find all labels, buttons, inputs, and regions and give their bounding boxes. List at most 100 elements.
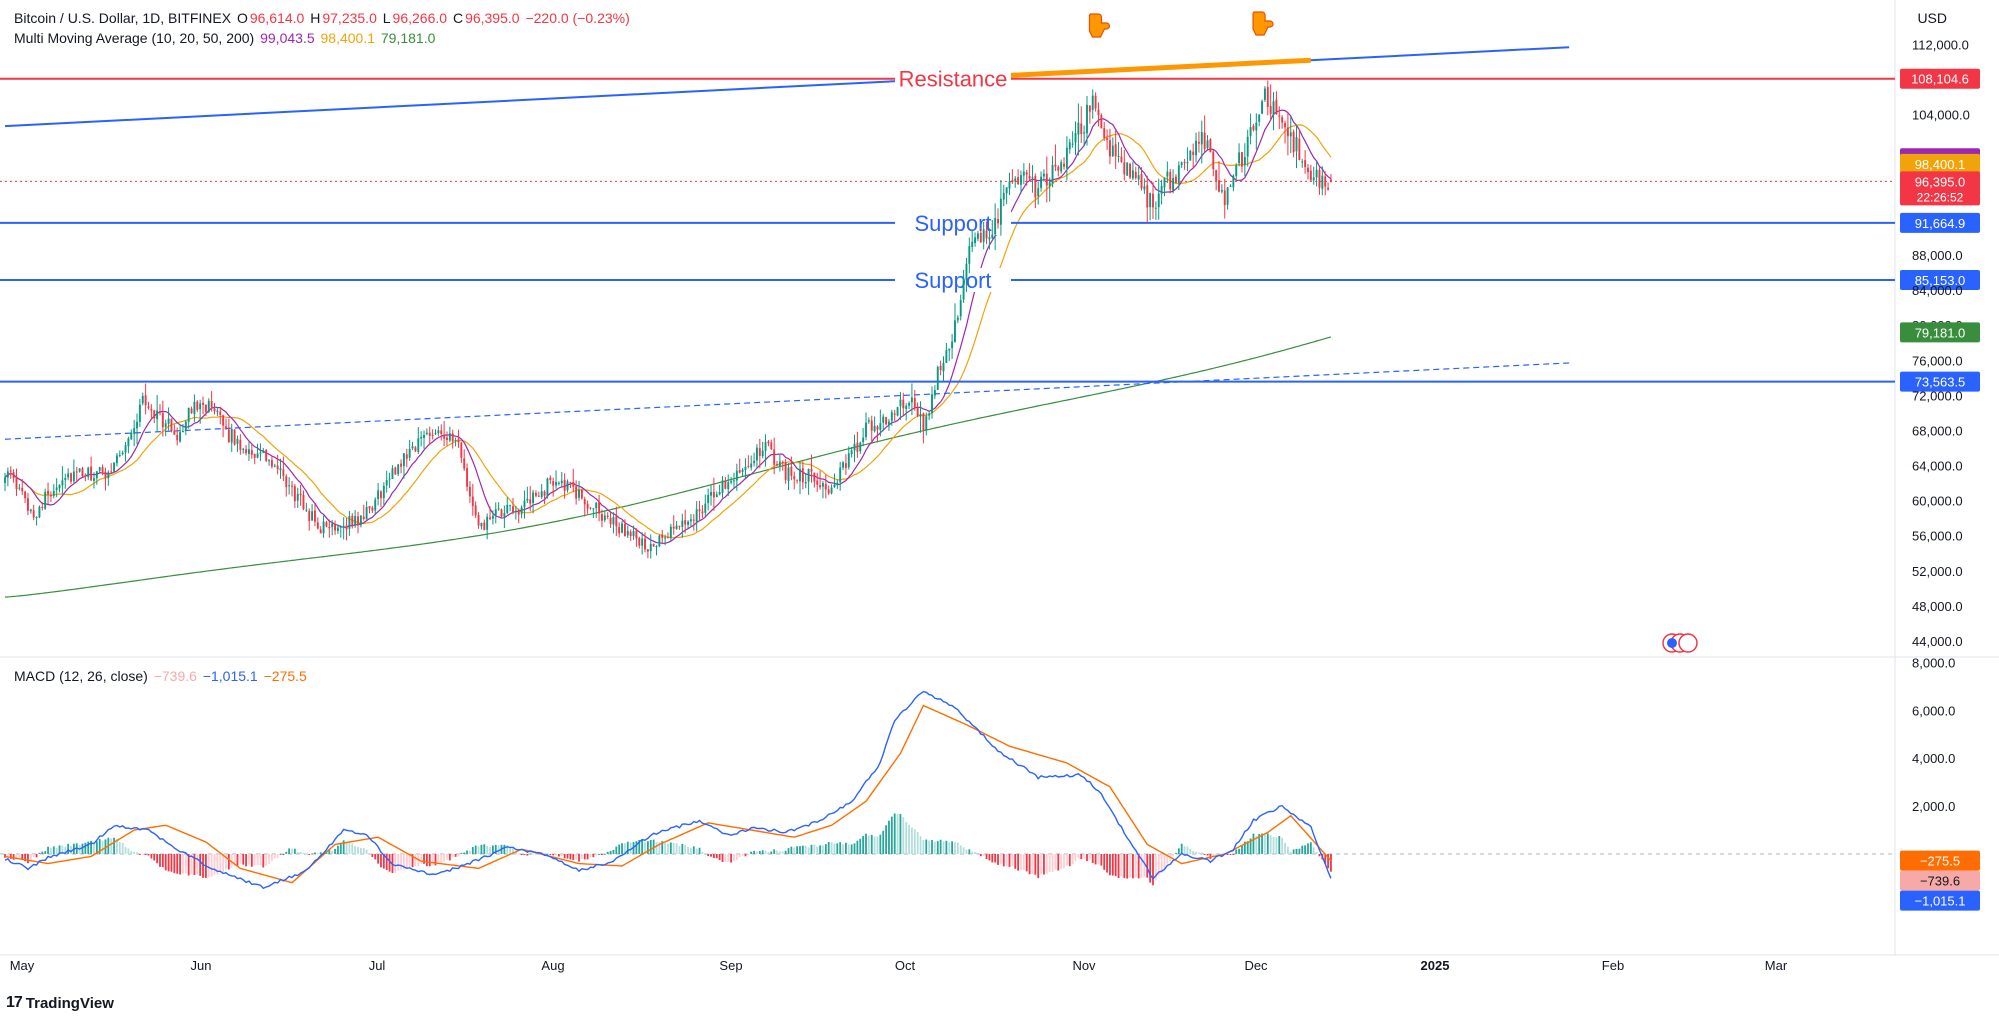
candle-body [1120, 156, 1123, 162]
macd-hist-bar [529, 853, 532, 855]
candle-body [431, 434, 434, 436]
macd-hist-bar [1017, 853, 1020, 871]
candle-body [1002, 193, 1005, 200]
macd-hist-bar [67, 843, 70, 854]
macd-hist-bar [787, 848, 790, 854]
candle-body [712, 491, 715, 498]
candle-body [41, 506, 44, 508]
macd-hist-bar [368, 853, 371, 855]
candle-body [236, 438, 239, 444]
macd-hist-bar [385, 853, 388, 871]
currency-label[interactable]: USD [1917, 10, 1947, 26]
macd-hist-bar [248, 853, 250, 865]
candle-body [1238, 152, 1241, 164]
candle-body [181, 431, 184, 433]
macd-hist-bar [104, 839, 107, 854]
price-axis-tick: 68,000.0 [1912, 423, 1963, 438]
price-tag-2: 96,395.0 [1915, 174, 1966, 189]
candle-body [107, 472, 110, 479]
open-value: 96,614.0 [249, 10, 305, 26]
macd-hist-bar [400, 853, 402, 870]
macd-hist-bar [824, 844, 827, 854]
macd-hist-bar [624, 843, 626, 854]
ma10-value: 99,043.5 [260, 30, 315, 46]
macd-hist-bar [1252, 833, 1255, 854]
macd-hist-bar [819, 845, 821, 854]
macd-hist-bar [575, 853, 578, 860]
candle-body [807, 468, 810, 482]
macd-hist-bar [1011, 853, 1014, 866]
candle-body [974, 237, 977, 244]
candle-body [546, 478, 549, 496]
ma-legend: Multi Moving Average (10, 20, 50, 200) 9… [14, 30, 437, 46]
macd-hist-bar [173, 853, 176, 874]
macd-hist-bar [365, 849, 368, 854]
candle-body [959, 300, 962, 317]
candle-body [902, 399, 905, 409]
price-tag-bg-2 [1900, 171, 1980, 206]
macd-hist-bar [612, 849, 615, 854]
candle-body [991, 234, 994, 239]
macd-hist-bar [578, 853, 580, 862]
macd-hist-bar [302, 853, 305, 855]
candle-body [81, 468, 84, 477]
candle-body [159, 411, 161, 413]
macd-hist-bar [1045, 853, 1048, 875]
macd-hist-bar [279, 853, 282, 855]
candle-body [1109, 140, 1111, 157]
candle-body [1131, 170, 1134, 179]
candle-body [316, 522, 319, 529]
macd-hist-bar [747, 853, 750, 855]
macd-hist-bar [761, 850, 764, 854]
candle-body [176, 434, 179, 441]
macd-hist-bar [1034, 853, 1037, 875]
candle-body [776, 463, 778, 466]
price-axis-tick: 104,000.0 [1912, 108, 1970, 123]
candle-body [652, 543, 655, 547]
candle-body [1269, 105, 1272, 114]
macd-hist-bar [1307, 843, 1309, 854]
candle-body [385, 480, 388, 486]
candle-body [179, 432, 182, 442]
candle-body [1307, 167, 1309, 173]
macd-hist-bar [130, 851, 133, 854]
candle-body [196, 401, 199, 410]
tradingview-logo[interactable]: 17 TradingView [6, 994, 114, 1012]
candle-body [609, 517, 612, 525]
candle-body [133, 427, 136, 434]
macd-hist-bar [1037, 853, 1040, 879]
macd-hist-bar [446, 853, 448, 860]
candle-body [988, 237, 991, 240]
candle-body [583, 499, 586, 505]
candle-body [1175, 176, 1177, 183]
macd-hist-bar [187, 853, 190, 876]
macd-hist-bar [282, 853, 285, 855]
candle-body [865, 422, 867, 438]
candle-body [417, 438, 420, 452]
candle-body [388, 478, 391, 480]
macd-hist-bar [202, 853, 204, 878]
candle-body [402, 453, 405, 467]
macd-hist-bar [733, 853, 735, 861]
candle-body [474, 505, 477, 516]
candle-body [405, 454, 408, 459]
candle-body [1220, 189, 1223, 192]
macd-hist-bar [305, 853, 308, 855]
candle-body [305, 509, 308, 511]
candle-body [951, 341, 954, 349]
candle-body [816, 480, 819, 485]
candle-body [925, 416, 928, 430]
macd-hist-bar [609, 850, 612, 854]
candle-body [93, 478, 95, 481]
candle-body [239, 439, 242, 450]
macd-hist-bar [799, 846, 801, 854]
candle-body [1312, 177, 1315, 181]
candle-body [873, 425, 876, 432]
candle-body [1031, 176, 1034, 178]
candle-body [506, 504, 509, 513]
macd-hist-bar [865, 833, 867, 854]
macd-hist-bar [394, 853, 397, 873]
macd-hist-bar [1318, 853, 1321, 857]
macd-hist-bar [1309, 842, 1312, 854]
